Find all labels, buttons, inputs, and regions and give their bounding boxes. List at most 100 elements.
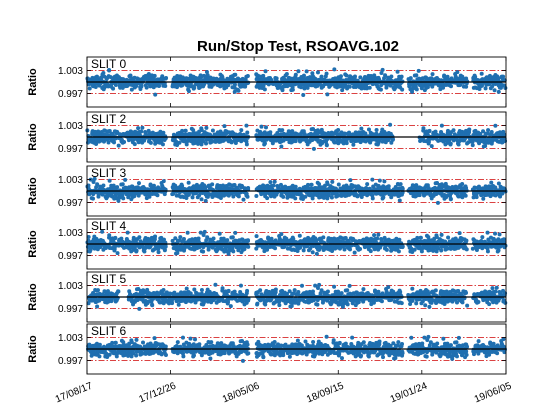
data-point [150, 303, 155, 308]
data-point [120, 182, 125, 187]
data-point [274, 76, 279, 81]
data-point [210, 128, 215, 133]
data-point [358, 75, 363, 80]
data-point [244, 123, 249, 128]
data-point [271, 183, 276, 188]
data-point [372, 73, 377, 78]
data-point [233, 141, 238, 146]
data-point [338, 74, 343, 79]
data-point [311, 146, 316, 151]
y-tick-label: 1.003 [58, 121, 83, 132]
data-point [310, 71, 315, 76]
data-point [485, 249, 490, 254]
data-point [279, 232, 284, 237]
data-point [115, 185, 120, 190]
data-point [448, 141, 453, 146]
data-point [408, 76, 413, 81]
data-point [254, 234, 259, 239]
data-point [87, 86, 92, 91]
data-point [455, 70, 460, 75]
data-point [161, 288, 166, 293]
y-tick-label: 1.003 [58, 228, 83, 239]
data-point [231, 249, 236, 254]
data-point [261, 82, 266, 87]
data-point [184, 286, 189, 291]
data-point [489, 180, 494, 185]
data-point [332, 67, 337, 72]
y-tick-label: 0.997 [58, 198, 83, 209]
data-point [91, 196, 95, 201]
data-point [163, 244, 168, 249]
data-point [279, 144, 284, 149]
data-point [325, 92, 330, 97]
data-point [211, 236, 216, 241]
y-tick-label: 0.997 [58, 144, 83, 155]
data-point [474, 195, 479, 200]
data-point [412, 247, 417, 252]
data-point [101, 183, 106, 188]
data-point [380, 67, 385, 72]
data-point [128, 74, 133, 79]
data-point [397, 198, 402, 203]
data-point [297, 233, 302, 238]
data-point [177, 140, 182, 145]
data-point [148, 140, 153, 145]
data-point [142, 249, 147, 254]
data-point [348, 178, 353, 183]
data-point [470, 143, 475, 148]
data-point [201, 139, 206, 144]
data-point [201, 249, 206, 254]
data-point [467, 127, 472, 132]
data-point [347, 84, 352, 89]
data-point [202, 229, 207, 234]
data-point [204, 69, 209, 74]
data-point [372, 233, 377, 238]
data-point [463, 193, 468, 198]
data-point [137, 235, 142, 240]
data-point [196, 141, 201, 146]
data-point [368, 249, 373, 254]
data-point [244, 142, 249, 147]
data-point [280, 88, 285, 93]
data-point [239, 128, 244, 133]
data-point [370, 177, 375, 182]
data-point [243, 84, 248, 89]
data-point [111, 86, 116, 91]
data-point [199, 74, 204, 78]
data-point [414, 87, 419, 92]
data-point [370, 196, 375, 201]
data-point [113, 235, 118, 240]
data-point [121, 196, 126, 201]
data-point [199, 128, 204, 133]
data-point [439, 123, 444, 128]
y-tick-label: 0.997 [58, 251, 83, 262]
data-point [232, 82, 237, 87]
data-point [492, 88, 497, 93]
data-point [315, 70, 320, 75]
data-point [395, 69, 400, 74]
data-point [139, 83, 144, 88]
data-point [359, 126, 364, 131]
data-point [180, 128, 185, 133]
data-point [384, 247, 389, 252]
data-point [451, 128, 456, 133]
data-point [273, 246, 278, 251]
data-point [351, 142, 356, 147]
data-point [319, 74, 324, 79]
data-point [358, 247, 363, 252]
data-point [374, 127, 379, 132]
data-point [503, 85, 508, 90]
data-point [396, 249, 401, 254]
data-point [376, 232, 381, 237]
data-point [375, 236, 380, 241]
data-point [367, 85, 372, 90]
data-point [170, 301, 175, 306]
data-point [199, 197, 204, 202]
data-point [418, 235, 423, 240]
data-point [232, 89, 237, 94]
data-point [493, 123, 498, 128]
data-point [479, 71, 484, 76]
